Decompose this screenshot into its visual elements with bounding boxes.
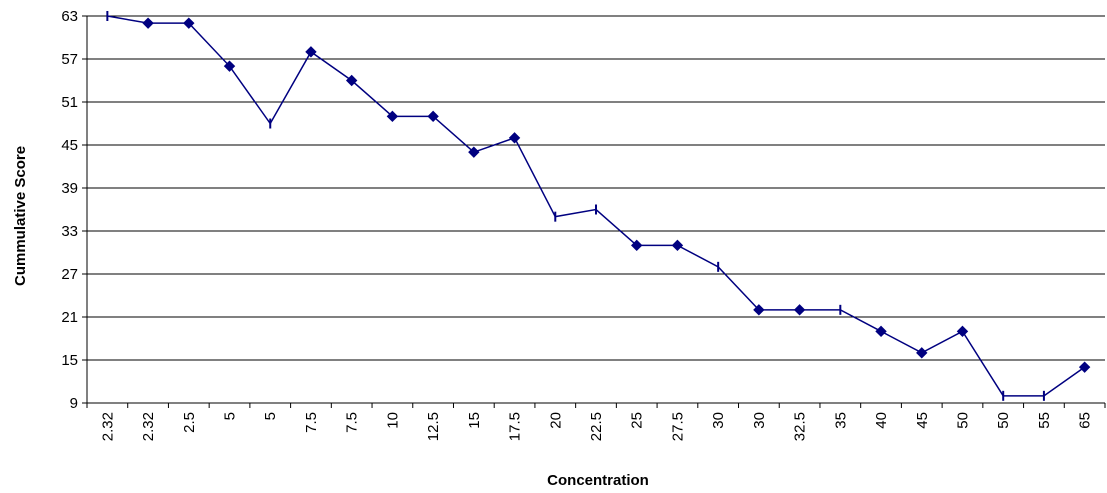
y-tick-label: 33	[61, 223, 78, 240]
data-point-marker	[305, 46, 317, 58]
x-tick-label: 50	[954, 412, 971, 429]
x-tick-label: 10	[384, 412, 401, 429]
data-point-marker	[386, 110, 399, 123]
x-tick-label: 22.5	[588, 412, 605, 441]
x-tick-label: 17.5	[507, 412, 524, 441]
data-series	[106, 11, 1091, 401]
x-tick-label: 5	[262, 412, 279, 420]
data-point-marker	[916, 347, 928, 359]
data-point-marker	[142, 17, 154, 29]
data-point-marker	[427, 110, 439, 123]
y-tick-label: 45	[61, 137, 78, 154]
x-tick-label: 12.5	[425, 412, 442, 441]
y-axis-label: Cummulative Score	[12, 146, 29, 286]
data-point-marker	[753, 304, 765, 316]
x-tick-label: 30	[710, 412, 727, 429]
y-tick-label: 39	[61, 180, 78, 197]
data-point-marker	[671, 239, 684, 252]
data-point-marker	[345, 74, 358, 87]
data-point-marker	[631, 239, 643, 252]
gridlines	[87, 15, 1105, 404]
x-tick-label: 35	[832, 412, 849, 429]
x-tick-label: 40	[873, 412, 890, 429]
y-tick-label: 21	[61, 309, 78, 326]
y-tick-label: 15	[61, 352, 78, 369]
y-tick-label: 63	[61, 8, 78, 25]
y-tick-label: 51	[61, 94, 78, 111]
axes	[82, 15, 1106, 408]
x-tick-label: 45	[914, 412, 931, 429]
x-tick-label: 32.5	[792, 412, 809, 441]
y-tick-labels: 9 15 21 27 33 39 45 51 57 63	[61, 8, 78, 412]
data-point-marker	[183, 17, 195, 29]
x-tick-label: 7.5	[344, 412, 361, 433]
data-point-marker	[1078, 361, 1091, 373]
data-point-marker	[956, 325, 969, 338]
x-tick-label: 7.5	[303, 412, 320, 433]
x-tick-label: 5	[222, 412, 239, 420]
x-tick-label: 20	[547, 412, 564, 429]
data-point-marker	[875, 325, 887, 338]
x-tick-label: 2.5	[181, 412, 198, 433]
data-point-marker	[468, 146, 480, 158]
x-tick-label: 15	[466, 412, 483, 429]
data-point-marker	[793, 304, 806, 316]
x-tick-label: 25	[629, 412, 646, 429]
data-point-marker	[223, 60, 236, 72]
x-tick-label: 55	[1036, 412, 1053, 429]
data-point-marker	[508, 132, 521, 144]
y-tick-label: 57	[61, 51, 78, 68]
x-axis-label: Concentration	[547, 472, 649, 489]
y-tick-label: 9	[70, 395, 78, 412]
x-tick-label: 30	[751, 412, 768, 429]
x-tick-label: 50	[995, 412, 1012, 429]
x-tick-labels: 2.32 2.32 2.5 5 5 7.5 7.5 10 12.5 15 17.5 20 22.5 25 2…	[99, 412, 1093, 441]
x-tick-label: 2.32	[140, 412, 157, 441]
x-tick-label: 2.32	[99, 412, 116, 441]
x-tick-label: 27.5	[669, 412, 686, 441]
y-tick-label: 27	[61, 266, 78, 283]
x-tick-label: 65	[1077, 412, 1094, 429]
